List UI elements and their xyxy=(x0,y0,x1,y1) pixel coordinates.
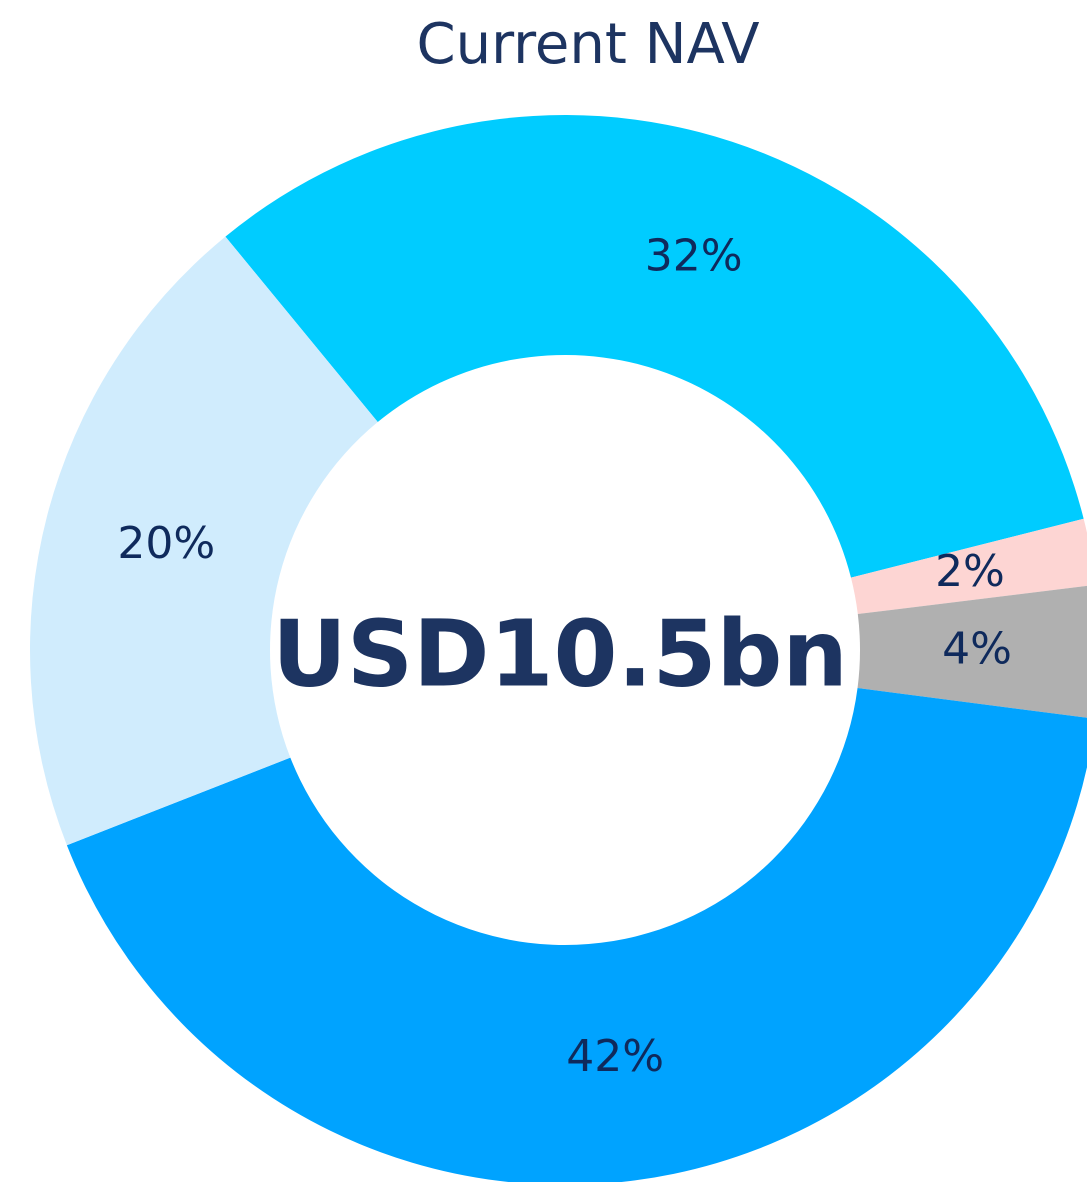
chart-title: Current NAV xyxy=(416,12,759,77)
value-label: 4% xyxy=(942,623,1012,674)
slice xyxy=(29,236,378,846)
slice xyxy=(857,585,1087,718)
slice xyxy=(225,114,1084,578)
center-label: USD10.5bn xyxy=(272,600,848,707)
value-label: 42% xyxy=(566,1031,664,1082)
value-label: 2% xyxy=(935,546,1005,597)
slice xyxy=(66,687,1087,1182)
value-label: 32% xyxy=(645,231,743,282)
donut xyxy=(29,114,1087,1182)
value-label: 20% xyxy=(117,518,215,569)
slice xyxy=(850,518,1087,615)
